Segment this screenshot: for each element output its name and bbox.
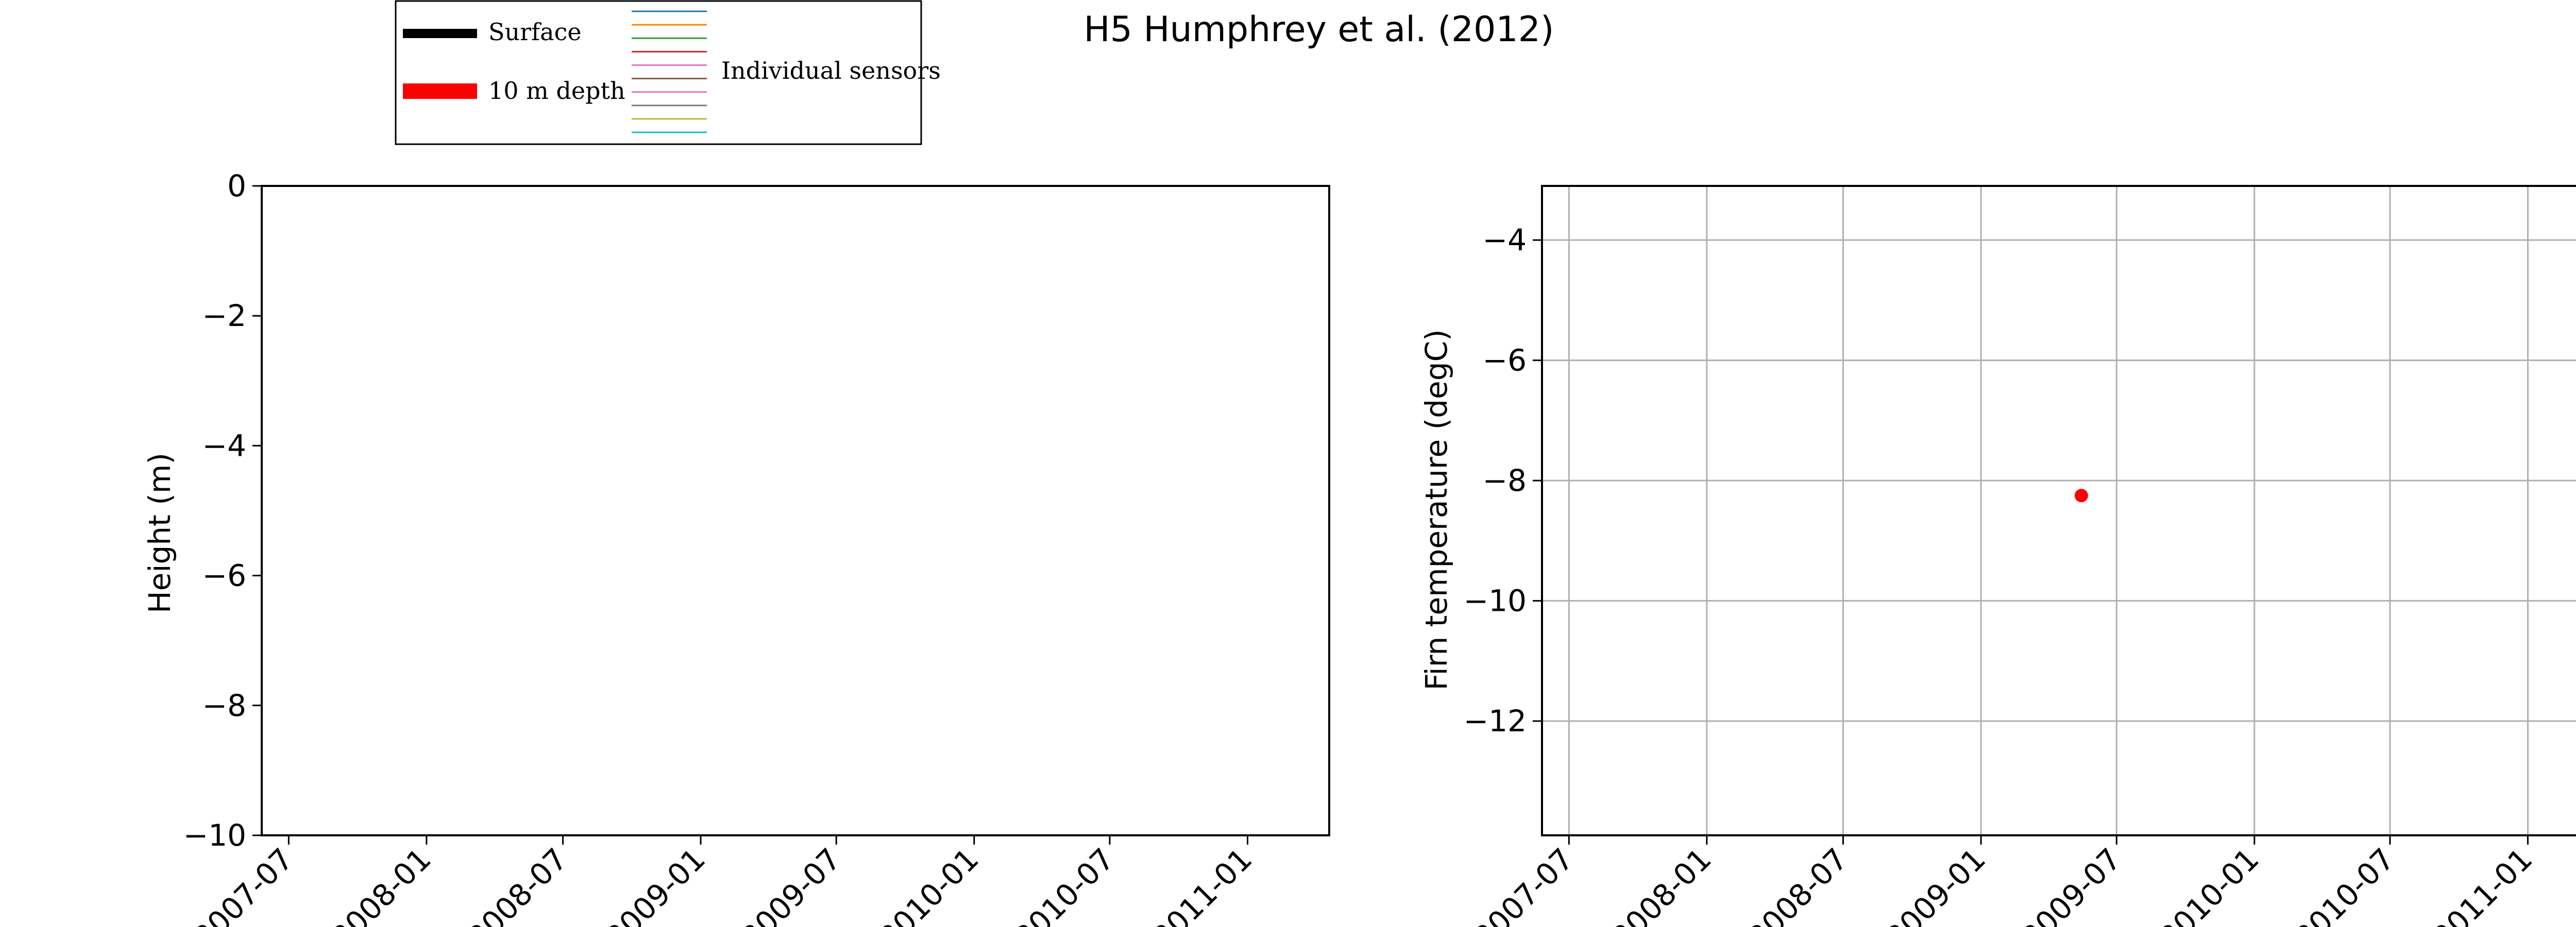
height-y-tick-label: −2: [202, 298, 247, 333]
temperature-y-ticks: −4 −6 −8 −10 −12: [1464, 222, 1542, 739]
height-x-tick-label: 2010-07: [1008, 842, 1121, 927]
temperature-data-point: [2074, 489, 2088, 503]
height-x-tick-label: 2007-07: [187, 842, 300, 927]
temperature-y-tick-label: −10: [1464, 583, 1527, 619]
legend-depth-label: 10 m depth: [488, 77, 625, 105]
figure-title: H5 Humphrey et al. (2012): [1084, 9, 1554, 50]
height-x-ticks: 2007-07 2008-01 2008-07 2009-01 2009-07 2010-…: [187, 835, 1259, 927]
temperature-plot-frame: [1541, 185, 2576, 836]
temperature-x-tick-label: 2009-07: [2015, 842, 2128, 927]
legend-sensors-label: Individual sensors: [721, 57, 941, 84]
temperature-x-tick-label: 2009-01: [1879, 842, 1992, 927]
height-x-tick-label: 2009-01: [599, 842, 712, 927]
height-x-tick-label: 2011-01: [1146, 842, 1259, 927]
legend: Surface 10 m depth Individual sensors: [395, 0, 941, 145]
temperature-x-tick-label: 2011-01: [2426, 842, 2539, 927]
height-y-tick-label: −8: [202, 688, 247, 723]
temperature-x-tick-label: 2008-01: [1605, 842, 1718, 927]
temperature-x-ticks: 2007-07 2008-01 2008-07 2009-01 2009-07 2010-…: [1467, 835, 2539, 927]
temperature-x-tick-label: 2010-07: [2288, 842, 2401, 927]
legend-sensor-lines: [632, 10, 707, 133]
temperature-y-tick-label: −12: [1464, 703, 1527, 739]
temperature-y-tick-label: −8: [1483, 463, 1527, 498]
temperature-panel: Firn temperature (degC) −4 −6 −8 −10 −12 200…: [1419, 185, 2576, 927]
height-x-tick-label: 2008-07: [461, 842, 574, 927]
height-panel: Height (m) 0−2−4−6−8−10 2007-07 2008-01 20…: [142, 168, 1330, 927]
temperature-series: [2074, 489, 2088, 503]
height-axis-label: Height (m): [142, 453, 177, 613]
temperature-x-tick-label: 2008-07: [1741, 842, 1854, 927]
height-y-tick-label: 0: [227, 168, 246, 203]
height-x-tick-label: 2008-01: [325, 842, 437, 927]
height-y-tick-label: −6: [202, 558, 247, 593]
height-x-tick-label: 2010-01: [872, 842, 985, 927]
temperature-axis-label: Firn temperature (degC): [1419, 329, 1454, 690]
height-y-tick-label: −4: [202, 428, 247, 463]
temperature-grid: [1542, 186, 2576, 835]
temperature-y-tick-label: −6: [1483, 343, 1527, 378]
temperature-x-tick-label: 2010-01: [2153, 842, 2265, 927]
height-x-tick-label: 2009-07: [735, 842, 848, 927]
height-plot-frame: [261, 185, 1330, 836]
height-y-tick-label: −10: [183, 818, 246, 853]
temperature-x-tick-label: 2007-07: [1467, 842, 1580, 927]
temperature-y-tick-label: −4: [1483, 222, 1527, 258]
legend-surface-label: Surface: [488, 18, 582, 46]
height-y-ticks: 0 −2 −4 −6 −8 −10: [183, 168, 262, 853]
